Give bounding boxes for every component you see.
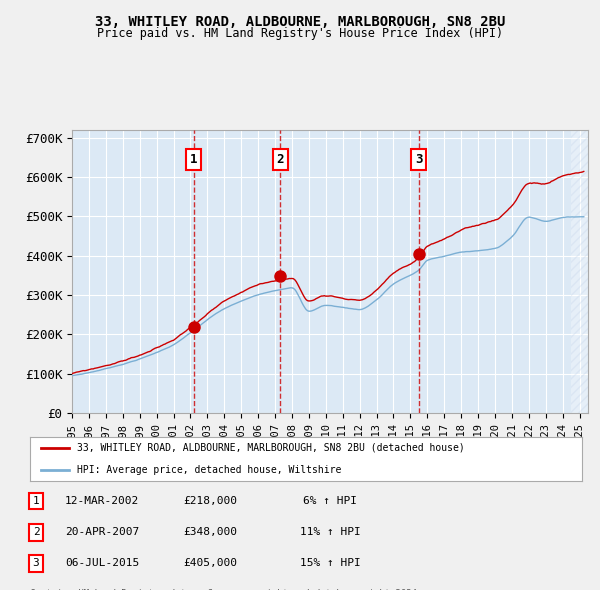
Text: 33, WHITLEY ROAD, ALDBOURNE, MARLBOROUGH, SN8 2BU (detached house): 33, WHITLEY ROAD, ALDBOURNE, MARLBOROUGH… xyxy=(77,442,464,453)
Text: 20-APR-2007: 20-APR-2007 xyxy=(65,527,139,537)
Text: 2: 2 xyxy=(277,153,284,166)
Text: 3: 3 xyxy=(415,153,423,166)
Text: 11% ↑ HPI: 11% ↑ HPI xyxy=(299,527,361,537)
Text: 1: 1 xyxy=(190,153,197,166)
Text: 1: 1 xyxy=(32,496,40,506)
Text: Price paid vs. HM Land Registry's House Price Index (HPI): Price paid vs. HM Land Registry's House … xyxy=(97,27,503,40)
Text: £348,000: £348,000 xyxy=(183,527,237,537)
Text: 6% ↑ HPI: 6% ↑ HPI xyxy=(303,496,357,506)
Text: 33, WHITLEY ROAD, ALDBOURNE, MARLBOROUGH, SN8 2BU: 33, WHITLEY ROAD, ALDBOURNE, MARLBOROUGH… xyxy=(95,15,505,29)
Text: £218,000: £218,000 xyxy=(183,496,237,506)
Text: 12-MAR-2002: 12-MAR-2002 xyxy=(65,496,139,506)
Text: 2: 2 xyxy=(32,527,40,537)
Text: HPI: Average price, detached house, Wiltshire: HPI: Average price, detached house, Wilt… xyxy=(77,465,341,475)
Text: Contains HM Land Registry data © Crown copyright and database right 2024.
This d: Contains HM Land Registry data © Crown c… xyxy=(30,589,422,590)
Text: 06-JUL-2015: 06-JUL-2015 xyxy=(65,559,139,568)
Text: 3: 3 xyxy=(32,559,40,568)
Text: £405,000: £405,000 xyxy=(183,559,237,568)
Text: 15% ↑ HPI: 15% ↑ HPI xyxy=(299,559,361,568)
